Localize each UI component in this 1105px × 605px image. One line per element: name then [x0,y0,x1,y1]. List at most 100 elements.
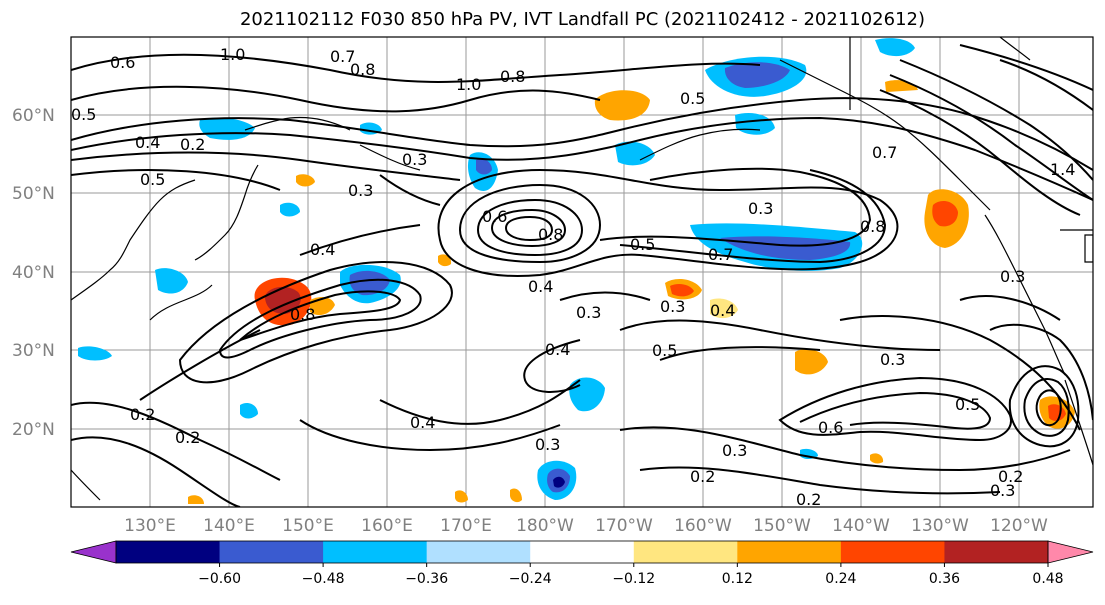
contour-label: 0.5 [71,105,96,124]
contour-labels: 0.6 1.0 0.7 0.8 1.0 0.8 0.5 0.4 0.2 0.5 … [71,45,1075,509]
contour-label: 0.3 [660,297,685,316]
contour-label: 0.3 [576,303,601,322]
pv-shading [78,38,1075,504]
contour-label: 0.3 [402,150,427,169]
contour-label: 0.2 [180,135,205,154]
contour-label: 1.0 [220,45,245,64]
pv-negative-patch [240,403,258,419]
coastlines [71,37,1093,501]
colorbar-tick-label: −0.24 [509,571,552,587]
contour-label: 0.4 [710,301,735,320]
colorbar-tick-label: −0.48 [302,571,345,587]
contour-label: 0.3 [880,350,905,369]
contour-label: 0.2 [175,428,200,447]
colorbar-tick-label: 0.48 [1032,571,1063,587]
contour-label: 1.4 [1050,160,1075,179]
map-frame [70,36,1094,508]
ivt-contours [71,44,1093,507]
lon-label: 120°W [990,516,1048,536]
contour-label: 0.8 [860,217,885,236]
lon-label: 160°E [361,516,413,536]
pv-positive-patch [188,495,204,504]
contour-label: 0.3 [722,441,747,460]
contour-label: 0.4 [310,240,335,259]
map-title: 2021102112 F030 850 hPa PV, IVT Landfall… [239,9,926,30]
pv-positive-patch [870,453,884,464]
contour-label: 0.6 [482,207,507,226]
contour-label: 0.8 [290,305,315,324]
lon-label: 140°W [832,516,890,536]
colorbar-extend-max [1047,540,1094,564]
colorbar-tick-label: −0.36 [405,571,448,587]
contour-label: 0.6 [110,53,135,72]
contour-label: 0.5 [680,89,705,108]
contour-label: 0.3 [1000,267,1025,286]
graticule [71,37,1093,507]
colorbar-segment [840,541,945,563]
colorbar-segment [530,541,635,563]
contour-label: 0.4 [528,277,553,296]
colorbar: −0.60 −0.48 −0.36 −0.24 −0.12 0.12 0.24 0.36 0.4… [70,540,1094,587]
colorbar-tick-label: 0.24 [825,571,856,587]
pv-negative-patch [615,141,655,166]
colorbar-extend-min [70,540,117,564]
pv-negative-patch [349,270,390,296]
colorbar-border [115,540,1049,564]
contour-label: 0.7 [708,245,733,264]
contour-label: 0.7 [330,47,355,66]
colorbar-segment [323,541,428,563]
contour-label: 0.3 [348,181,373,200]
lat-label: 40°N [12,263,55,283]
lat-label: 50°N [12,184,55,204]
lat-label: 20°N [12,420,55,440]
contour-label: 0.8 [350,60,375,79]
colorbar-segment [426,541,531,563]
contour-label: 0.4 [135,133,160,152]
pv-negative-patch [724,62,790,88]
pv-negative-patch [155,268,188,294]
latitude-labels: 60°N 50°N 40°N 30°N 20°N [12,106,55,440]
contour-label: 0.4 [410,413,435,432]
contour-label: 0.6 [818,418,843,437]
colorbar-segment [219,541,324,563]
contour-label: 0.2 [998,467,1023,486]
colorbar-tick-label: −0.60 [198,571,241,587]
contour-label: 0.2 [796,490,821,509]
pv-positive-patch [670,283,694,297]
pv-positive-patch [455,490,468,503]
contour-label: 0.2 [130,405,155,424]
pv-negative-patch [553,476,565,488]
lat-label: 30°N [12,341,55,361]
contour-label: 0.3 [748,199,773,218]
lat-label: 60°N [12,106,55,126]
pv-positive-patch [510,488,522,503]
lon-label: 160°W [674,516,732,536]
contour-label: 0.5 [955,395,980,414]
pv-positive-patch [296,174,315,187]
colorbar-segment [633,541,738,563]
contour-label: 0.8 [500,67,525,86]
colorbar-segment [944,541,1049,563]
colorbar-tick-label: −0.12 [612,571,655,587]
pv-positive-patch [438,254,452,267]
contour-label: 0.5 [140,170,165,189]
pv-negative-patch [875,38,915,57]
lon-label: 180°W [516,516,574,536]
colorbar-tick-label: 0.36 [929,571,960,587]
pv-positive-patch [795,349,828,375]
contour-label: 0.3 [535,435,560,454]
lon-label: 170°W [595,516,653,536]
lon-label: 170°E [440,516,492,536]
lon-label: 150°E [282,516,334,536]
pv-negative-patch [476,158,492,175]
contour-label: 0.7 [872,143,897,162]
contour-label: 0.3 [990,481,1015,500]
pv-positive-patch [710,298,738,319]
pv-negative-patch [280,202,300,217]
pv-positive-patch [594,90,650,121]
lon-label: 130°E [124,516,176,536]
lon-label: 130°W [911,516,969,536]
contour-label: 0.5 [652,341,677,360]
